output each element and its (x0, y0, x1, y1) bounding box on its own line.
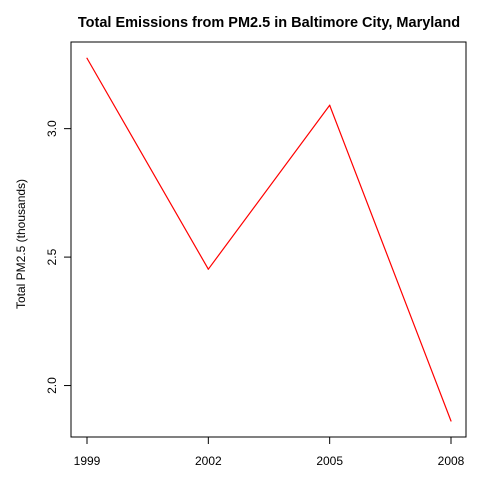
y-axis: 2.0 2.5 3.0 (45, 120, 71, 394)
data-point (450, 420, 452, 422)
data-point (207, 268, 209, 270)
x-tick-label: 2005 (316, 454, 343, 468)
y-tick-label: 2.5 (45, 248, 59, 265)
x-tick-label: 2002 (195, 454, 222, 468)
series-layer (86, 57, 452, 422)
y-tick-label: 3.0 (45, 120, 59, 137)
plot-box (70, 41, 467, 438)
x-tick-label: 2008 (438, 454, 465, 468)
x-tick-label: 1999 (74, 454, 101, 468)
x-axis: 1999 2002 2005 2008 (74, 437, 465, 468)
series-line (86, 57, 452, 422)
data-point (86, 57, 88, 59)
data-point (329, 104, 331, 106)
y-tick-label: 2.0 (45, 377, 59, 394)
chart-title: Total Emissions from PM2.5 in Baltimore … (78, 15, 460, 31)
y-axis-label: Total PM2.5 (thousands) (14, 179, 28, 309)
